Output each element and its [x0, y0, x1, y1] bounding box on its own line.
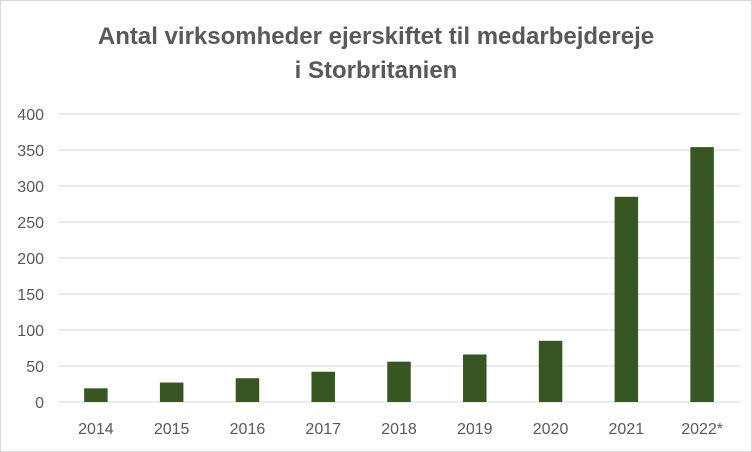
y-tick-label-50: 50 [26, 359, 44, 376]
x-tick-label-2019: 2019 [457, 421, 493, 438]
x-tick-label-2015: 2015 [154, 421, 190, 438]
bar-2015 [159, 382, 184, 402]
bar-2017 [311, 371, 335, 402]
x-tick-label-2022*: 2022* [681, 421, 723, 438]
x-tick-label-2014: 2014 [78, 421, 114, 438]
bar-2014 [84, 388, 108, 402]
y-axis-tick-labels: 0 50 100 150 200 250 300 350 400 [17, 107, 44, 412]
bar-2020 [538, 340, 563, 402]
x-tick-label-2018: 2018 [381, 421, 417, 438]
chart-title-line-2: i Storbritanien [294, 57, 458, 84]
bars [84, 147, 714, 402]
bar-2019 [463, 354, 487, 402]
y-tick-label-150: 150 [17, 287, 44, 304]
y-tick-label-200: 200 [17, 251, 44, 268]
chart-title: Antal virksomheder ejerskiftet til medar… [0, 20, 752, 88]
y-tick-label-250: 250 [17, 215, 44, 232]
y-tick-label-100: 100 [17, 323, 44, 340]
x-tick-label-2020: 2020 [533, 421, 569, 438]
bar-2018 [387, 361, 411, 402]
bar-2016 [235, 378, 260, 402]
y-tick-label-350: 350 [17, 143, 44, 160]
x-axis-tick-labels: 2014 2015 2016 2017 2018 2019 2020 2021 2022* [78, 421, 723, 438]
chart-title-line-1: Antal virksomheder ejerskiftet til medar… [97, 23, 655, 50]
bar-2021 [614, 196, 639, 402]
x-tick-label-2016: 2016 [230, 421, 266, 438]
x-tick-label-2021: 2021 [609, 421, 645, 438]
y-tick-label-0: 0 [35, 395, 44, 412]
x-tick-label-2017: 2017 [305, 421, 341, 438]
y-tick-label-400: 400 [17, 107, 44, 124]
y-tick-label-300: 300 [17, 179, 44, 196]
bar-2022* [690, 147, 714, 402]
